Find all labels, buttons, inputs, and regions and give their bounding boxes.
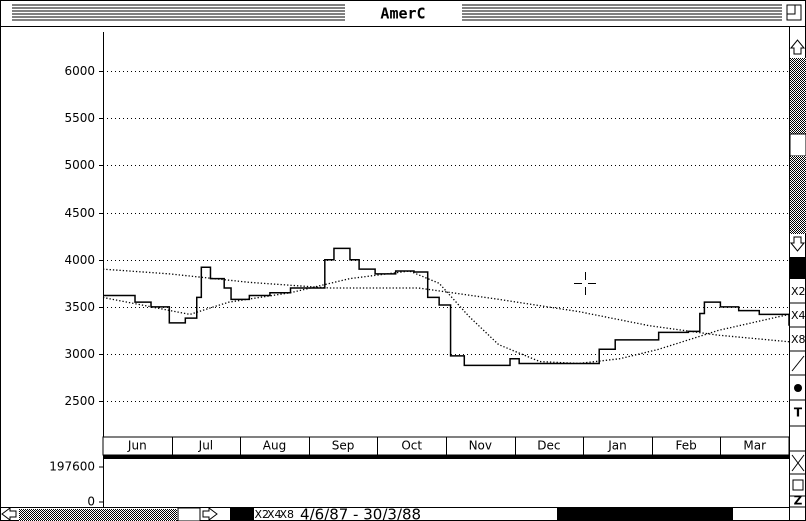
y-tick-label: 4000 xyxy=(64,253,95,267)
bottom-bar xyxy=(0,507,790,521)
zoom-button[interactable]: X8 xyxy=(280,508,295,521)
rect-tool[interactable] xyxy=(792,479,804,491)
crosshair xyxy=(574,272,596,295)
volume-tick-label: 197600 xyxy=(49,460,95,474)
price-line xyxy=(103,247,790,367)
title-bar xyxy=(0,4,806,27)
y-tick-label: 5500 xyxy=(64,111,95,125)
cross-tool[interactable] xyxy=(791,454,805,472)
right-toolbar xyxy=(789,27,806,521)
price-line xyxy=(102,270,790,365)
tool-button[interactable]: T xyxy=(794,406,803,420)
divider xyxy=(103,455,789,459)
zoom-button[interactable]: X8 xyxy=(791,333,806,346)
month-label: Sep xyxy=(332,439,355,453)
month-label: Jan xyxy=(607,439,627,453)
zoom-button[interactable]: X1 xyxy=(232,508,247,521)
price-line xyxy=(102,268,790,343)
cursor-readout: 1/1/88 3761.36 xyxy=(562,506,677,521)
zoom-button[interactable]: X4 xyxy=(791,309,806,322)
y-tick-label: 2500 xyxy=(64,394,95,408)
zoom-button[interactable]: X4 xyxy=(267,508,282,521)
y-tick-label: 3000 xyxy=(64,347,95,361)
y-tick-label: 4500 xyxy=(64,206,95,220)
dot-tool[interactable] xyxy=(794,384,802,392)
volume-tick-label: 0 xyxy=(87,495,95,509)
zoom-button[interactable]: X2 xyxy=(255,508,270,521)
y-tick-label: 5000 xyxy=(64,158,95,172)
month-label: Jul xyxy=(198,439,213,453)
y-tick-label: 6000 xyxy=(64,64,95,78)
scroll-thumb[interactable] xyxy=(789,133,806,157)
scroll-left[interactable] xyxy=(1,507,17,521)
h-scroll-thumb[interactable] xyxy=(177,507,201,521)
scroll-down[interactable] xyxy=(789,236,806,252)
month-label: Feb xyxy=(675,439,696,453)
month-label: Jun xyxy=(127,439,147,453)
tool-button[interactable]: Z xyxy=(794,494,803,508)
zoom-button[interactable]: X2 xyxy=(791,285,806,298)
scroll-right[interactable] xyxy=(202,507,218,521)
y-tick-label: 3500 xyxy=(64,300,95,314)
month-label: Oct xyxy=(401,439,422,453)
scroll-up[interactable] xyxy=(789,39,806,55)
month-label: Aug xyxy=(263,439,286,453)
month-label: Nov xyxy=(469,439,492,453)
zoom-button[interactable]: X1 xyxy=(791,261,806,274)
date-range: 4/6/87 - 30/3/88 xyxy=(300,506,421,521)
zoom-box[interactable] xyxy=(786,4,802,21)
line-tool[interactable] xyxy=(791,355,805,372)
month-label: Mar xyxy=(743,439,766,453)
month-label: Dec xyxy=(537,439,560,453)
window-title: AmerC xyxy=(380,5,425,23)
